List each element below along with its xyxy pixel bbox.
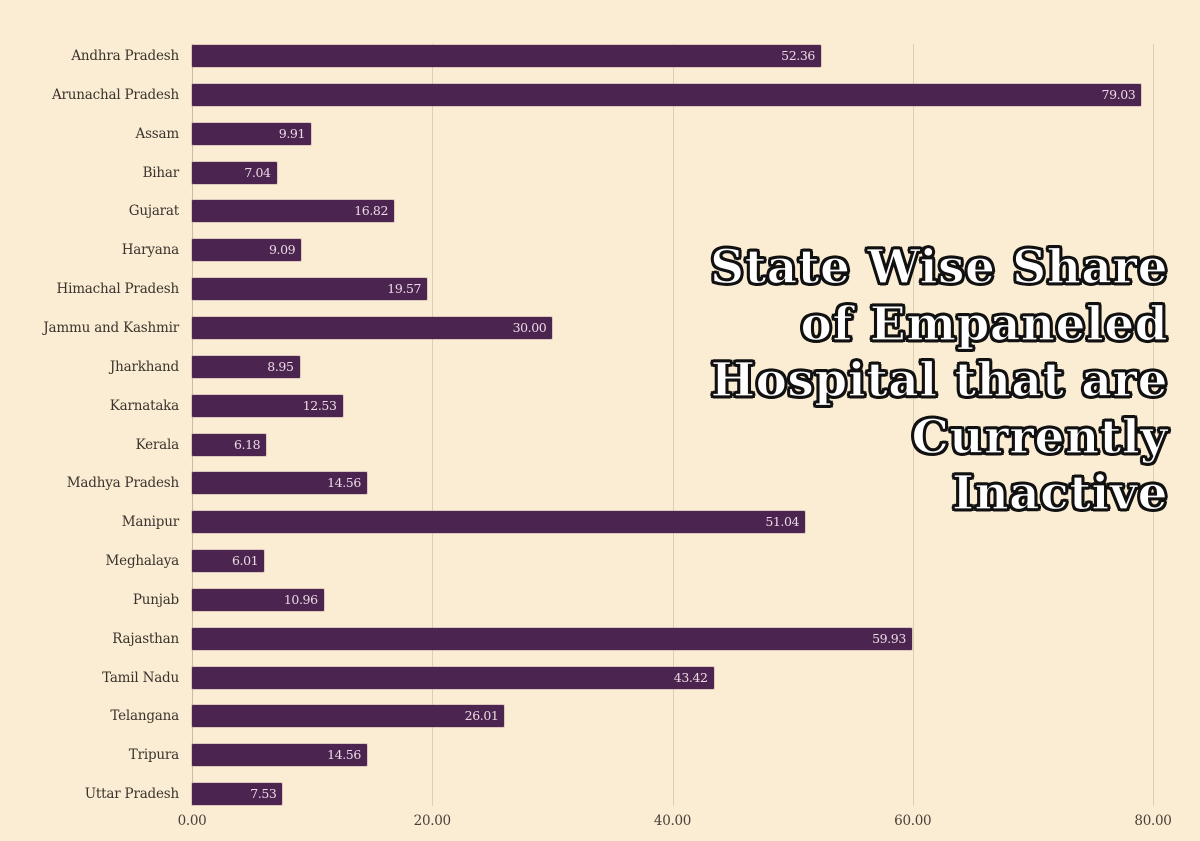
category-label: Meghalaya — [105, 553, 180, 570]
bar: 9.09 — [192, 239, 302, 262]
bar: 19.57 — [192, 278, 428, 301]
category-label: Jammu and Kashmir — [43, 319, 179, 336]
category-label: Jharkhand — [109, 358, 179, 375]
bar-value-label: 6.01 — [231, 553, 259, 569]
x-tick-label: 20.00 — [413, 813, 451, 829]
bar: 59.93 — [192, 627, 912, 650]
bar: 14.56 — [192, 744, 367, 767]
x-tick-label: 60.00 — [894, 813, 932, 829]
x-tick-label: 40.00 — [653, 813, 692, 829]
category-label: Rajasthan — [112, 630, 179, 647]
bar: 7.53 — [192, 783, 283, 806]
bar: 79.03 — [192, 83, 1142, 106]
bar: 9.91 — [192, 122, 312, 145]
category-label: Manipur — [121, 514, 179, 531]
bar: 30.00 — [192, 316, 553, 339]
category-label: Kerala — [135, 436, 180, 453]
chart-title-line: Hospital that are — [710, 352, 1168, 408]
category-label: Madhya Pradesh — [66, 475, 179, 492]
category-label: Karnataka — [109, 397, 179, 414]
category-label: Gujarat — [128, 203, 179, 220]
category-label: Tripura — [128, 747, 179, 764]
category-label: Haryana — [121, 242, 179, 259]
bar-value-label: 14.56 — [327, 747, 361, 763]
bar-value-label: 6.18 — [234, 436, 261, 452]
category-label: Himachal Pradesh — [56, 281, 180, 298]
bar-value-label: 9.09 — [268, 242, 296, 258]
bar: 52.36 — [192, 45, 821, 67]
bar-value-label: 51.04 — [765, 514, 800, 530]
category-label: Bihar — [142, 164, 180, 181]
bar: 26.01 — [192, 705, 505, 728]
bar: 14.56 — [192, 472, 367, 495]
chart-title-line: State Wise Share — [710, 239, 1169, 295]
bar-value-label: 7.04 — [244, 164, 271, 180]
x-tick-label: 0.00 — [177, 813, 207, 829]
chart-title-line: of Empaneled — [800, 296, 1168, 352]
gridline — [432, 44, 434, 806]
bar: 6.01 — [192, 550, 265, 573]
bar: 7.04 — [192, 161, 277, 184]
bar-value-label: 30.00 — [512, 319, 547, 335]
bar-value-label: 19.57 — [387, 281, 422, 297]
category-label: Uttar Pradesh — [84, 786, 179, 803]
bar: 8.95 — [192, 355, 300, 378]
bar-value-label: 7.53 — [250, 786, 277, 802]
bar-value-label: 14.56 — [327, 475, 361, 491]
bar: 12.53 — [192, 394, 343, 417]
bar: 10.96 — [192, 588, 324, 611]
bar-value-label: 16.82 — [354, 203, 389, 219]
bar-value-label: 8.95 — [267, 358, 294, 374]
category-label: Andhra Pradesh — [71, 48, 179, 64]
bar-value-label: 52.36 — [781, 48, 815, 63]
y-axis-line — [192, 44, 193, 806]
gridline — [1153, 44, 1154, 806]
category-label: Telangana — [110, 708, 179, 725]
bar: 6.18 — [192, 433, 267, 456]
gridline — [912, 44, 914, 806]
bar-value-label: 10.96 — [283, 591, 318, 607]
bar: 51.04 — [192, 511, 806, 534]
category-label: Tamil Nadu — [102, 669, 179, 686]
chart-title: State Wise Share of Empaneled Hospital t… — [568, 239, 1169, 523]
category-label: Assam — [135, 125, 180, 142]
x-tick-label: 80.00 — [1134, 813, 1172, 829]
bar-value-label: 12.53 — [302, 397, 337, 413]
gridline — [672, 44, 674, 806]
bar: 43.42 — [192, 666, 714, 689]
chart-title-line: Currently — [911, 409, 1168, 465]
bar-value-label: 9.91 — [278, 125, 306, 141]
bar-value-label: 43.42 — [673, 669, 708, 685]
bar-value-label: 79.03 — [1101, 86, 1136, 102]
bar-value-label: 26.01 — [464, 708, 499, 724]
category-label: Arunachal Pradesh — [52, 86, 179, 103]
chart-title-line: Inactive — [951, 465, 1168, 521]
bar-value-label: 59.93 — [872, 630, 906, 646]
category-label: Punjab — [132, 591, 179, 608]
bar: 16.82 — [192, 200, 395, 223]
